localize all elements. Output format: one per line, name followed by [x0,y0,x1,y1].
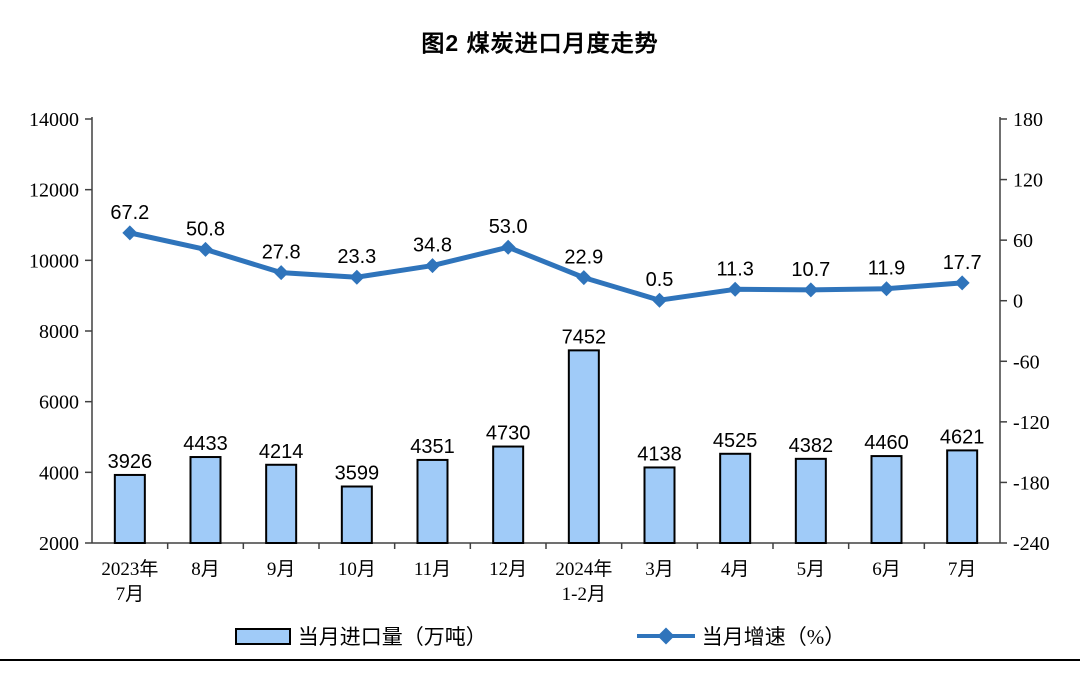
bar [265,463,298,544]
line-marker-diamond [652,292,667,308]
category-label: 3月 [645,559,674,580]
bar [340,485,373,545]
bar [189,456,222,544]
legend-label-imports: 当月进口量（万吨） [297,625,487,649]
line-value-label: 53.0 [489,216,528,238]
category-label: 7月 [948,559,977,580]
bar-value-label: 3926 [108,451,153,473]
right-axis-tick-label: -120 [1013,412,1050,434]
left-axis-tick-label: 4000 [39,462,79,484]
legend-item-imports: 当月进口量（万吨） [234,621,487,651]
legend-label-growth: 当月增速（%） [701,625,846,649]
category-label: 9月 [267,559,296,580]
bar-value-label: 4525 [713,430,758,452]
line-value-label: 34.8 [413,235,452,257]
bar [719,452,752,544]
line-marker-diamond [122,225,138,241]
bar-value-label: 7452 [562,326,607,348]
right-axis-tick-label: 0 [1013,291,1023,313]
line-marker-diamond [879,281,894,297]
bar-value-label: 4382 [789,435,834,457]
bar [492,445,525,545]
growth-line [129,230,963,303]
left-axis-tick-label: 6000 [39,392,79,414]
bar-swatch-icon [234,627,291,645]
chart-title: 图2 煤炭进口月度走势 [421,30,659,56]
left-axis-tick-label: 12000 [29,180,79,202]
line-value-label: 17.7 [943,252,982,274]
bar-value-label: 4351 [410,436,455,458]
line-value-label: 10.7 [791,259,830,281]
bar [946,449,979,544]
category-label: 11月 [414,559,451,580]
bar-value-label: 4460 [864,432,909,454]
bar-value-label: 4214 [259,441,304,463]
right-axis-tick-label: -180 [1013,472,1050,494]
chart-legend: 当月进口量（万吨） 当月增速（%） [0,621,1080,651]
bar [567,349,600,544]
bar-value-label: 4730 [486,423,531,445]
left-axis-tick-label: 14000 [29,109,79,131]
line-marker-diamond [803,282,819,298]
left-axis-tick-label: 2000 [39,533,79,555]
right-axis-tick-label: 60 [1013,230,1033,252]
right-axis-tick-label: 180 [1013,109,1043,131]
bar-value-label: 4138 [637,443,682,465]
right-axis-tick-label: -60 [1013,351,1040,373]
line-marker-diamond [954,275,970,291]
bar [416,458,449,544]
line-marker-diamond [425,258,440,274]
line-value-label: 11.9 [868,258,905,280]
bar-value-label: 3599 [335,463,380,485]
line-marker-swatch-icon [636,627,695,645]
category-label: 4月 [721,559,750,580]
category-label: 10月 [338,559,376,580]
bottom-divider [0,659,1080,661]
line-marker-diamond [349,269,365,285]
right-axis-tick-label: -240 [1013,533,1050,555]
line-marker-diamond [273,265,289,281]
category-label: 8月 [191,559,220,580]
line-value-label: 50.8 [186,218,225,240]
line-marker-diamond [500,239,516,255]
line-marker-diamond [727,281,743,297]
category-label: 5月 [797,559,826,580]
bar [870,455,903,544]
category-label: 2024年 [555,558,612,580]
category-label: 12月 [489,559,527,580]
line-marker-diamond [198,241,213,257]
line-value-label: 11.3 [716,258,753,280]
left-axis-tick-label: 10000 [29,250,79,272]
line-value-label: 27.8 [262,242,301,264]
bar-value-label: 4621 [940,426,985,448]
line-value-label: 23.3 [337,246,376,268]
category-label: 2023年 [101,558,158,580]
legend-item-growth: 当月增速（%） [636,621,846,651]
bar [794,457,827,544]
line-value-label: 67.2 [110,202,149,224]
right-axis-tick-label: 120 [1013,170,1043,192]
bar [113,473,146,544]
category-label: 6月 [872,559,901,580]
category-label: 1-2月 [562,584,606,605]
bar [643,466,676,544]
category-label: 7月 [116,584,145,605]
bar-value-label: 4433 [183,433,228,455]
line-marker-diamond [576,270,592,286]
line-value-label: 22.9 [564,247,603,269]
line-value-label: 0.5 [646,269,674,291]
left-axis-tick-label: 8000 [39,321,79,343]
chart-canvas: 2000 4000 6000 8000 10000 12000 14000 -240 -180 -… [29,109,1050,605]
